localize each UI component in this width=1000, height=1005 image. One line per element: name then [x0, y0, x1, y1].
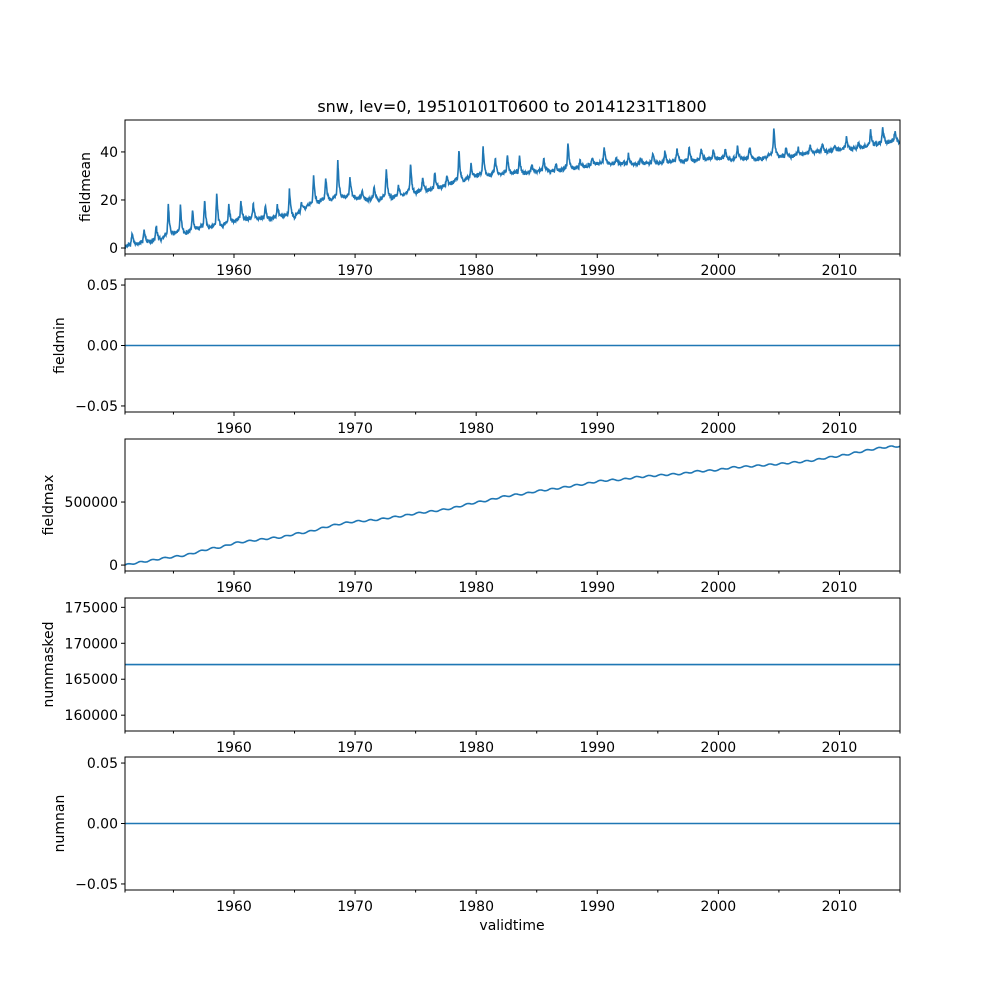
y-tick-label: 160000: [65, 708, 118, 724]
x-tick-label: 1980: [458, 580, 494, 596]
axes-frame: [124, 119, 901, 255]
y-tick-label: 500000: [65, 495, 118, 511]
y-tick-label: 0: [109, 241, 118, 257]
y-tick-label: 20: [100, 193, 118, 209]
fieldmax-series-line: [125, 445, 900, 566]
x-tick-label: 2000: [701, 580, 737, 596]
x-tick-label: 2010: [822, 263, 858, 279]
y-axis-label: nummasked: [41, 621, 57, 707]
x-tick-label: 1970: [337, 421, 373, 437]
panel-nummasked: 160000 165000 170000 175000 1960 1970 1980 1990…: [41, 597, 901, 756]
x-tick-label: 1960: [216, 740, 252, 756]
panel-numnan: −0.05 0.00 0.05 1960 1970 1980 1990 2000 2010 num…: [52, 756, 901, 915]
y-axis-label: fieldmin: [52, 317, 68, 374]
axes-frame: [124, 597, 901, 732]
y-axis-label: fieldmax: [41, 475, 57, 536]
y-tick-label: 0.05: [87, 756, 118, 772]
x-tick-label: 1970: [337, 263, 373, 279]
x-axis-label: validtime: [479, 918, 544, 934]
y-tick-label: 0: [109, 558, 118, 574]
x-tick-label: 1990: [579, 263, 615, 279]
chart-title: snw, lev=0, 19510101T0600 to 20141231T18…: [317, 97, 706, 116]
y-tick-label: 165000: [65, 672, 118, 688]
x-tick-label: 1960: [216, 580, 252, 596]
y-tick-label: −0.05: [75, 877, 118, 893]
y-tick-label: 170000: [65, 636, 118, 652]
x-tick-label: 2000: [701, 899, 737, 915]
x-tick-label: 1990: [579, 899, 615, 915]
x-tick-label: 1990: [579, 740, 615, 756]
x-tick-label: 1990: [579, 580, 615, 596]
x-tick-label: 1970: [337, 899, 373, 915]
x-tick-label: 2010: [822, 740, 858, 756]
x-tick-label: 1970: [337, 580, 373, 596]
y-tick-label: 0.00: [87, 817, 118, 833]
x-tick-label: 2010: [822, 421, 858, 437]
y-axis-label: fieldmean: [78, 152, 94, 222]
x-tick-label: 2000: [701, 263, 737, 279]
y-tick-label: 40: [100, 145, 118, 161]
fieldmean-series-line: [125, 127, 900, 250]
panel-fieldmean: 0 20 40 1960 1970 1980 1990 2000 2010 fieldmean: [78, 119, 901, 279]
axes-frame: [124, 438, 901, 572]
x-tick-label: 1960: [216, 421, 252, 437]
y-axis-label: numnan: [52, 795, 68, 853]
x-tick-label: 1980: [458, 899, 494, 915]
x-tick-label: 1980: [458, 263, 494, 279]
x-tick-label: 1970: [337, 740, 373, 756]
x-tick-label: 2000: [701, 740, 737, 756]
x-tick-label: 2000: [701, 421, 737, 437]
y-tick-label: 175000: [65, 600, 118, 616]
x-tick-label: 2010: [822, 580, 858, 596]
panel-fieldmax: 0 500000 1960 1970 1980 1990 2000 2010 fieldmax: [41, 438, 901, 596]
x-tick-label: 2010: [822, 899, 858, 915]
y-tick-label: 0.05: [87, 278, 118, 294]
y-tick-label: −0.05: [75, 399, 118, 415]
x-tick-label: 1990: [579, 421, 615, 437]
y-tick-label: 0.00: [87, 339, 118, 355]
x-tick-label: 1980: [458, 421, 494, 437]
panel-fieldmin: −0.05 0.00 0.05 1960 1970 1980 1990 2000 2010 fie…: [52, 278, 901, 437]
x-tick-label: 1960: [216, 263, 252, 279]
x-tick-label: 1960: [216, 899, 252, 915]
x-tick-label: 1980: [458, 740, 494, 756]
